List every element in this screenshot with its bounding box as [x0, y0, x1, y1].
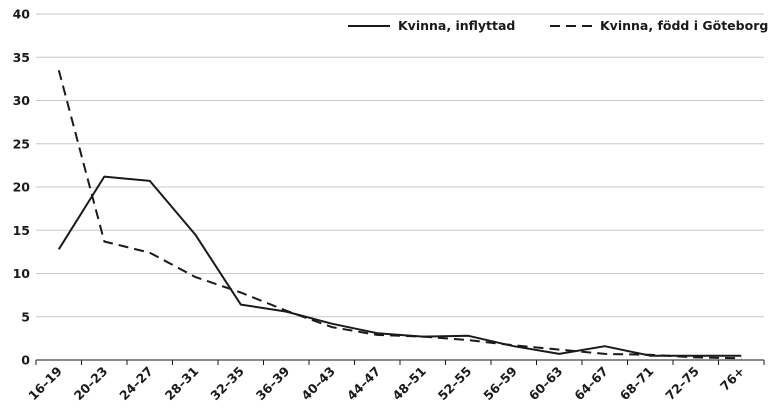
- x-tick-label: 64–67: [571, 364, 611, 404]
- x-tick-label: 40–43: [298, 364, 338, 404]
- legend-label: Kvinna, inflyttad: [398, 18, 515, 33]
- y-axis: 0 5 10 15 20 25 30 35 40: [13, 7, 31, 368]
- y-tick-label: 25: [13, 136, 30, 151]
- x-tick-label: 16–19: [25, 364, 65, 404]
- y-tick-label: 5: [21, 309, 30, 324]
- x-tick-label: 72–75: [662, 364, 702, 404]
- x-tick-label: 36–39: [253, 364, 293, 404]
- series-line-solid: [57, 175, 742, 357]
- x-tick-label: 52–55: [435, 364, 475, 404]
- series-lines: [57, 69, 742, 360]
- legend-label: Kvinna, född i Göteborg: [600, 18, 768, 33]
- y-tick-label: 0: [21, 353, 30, 368]
- x-tick-label: 48–51: [389, 364, 429, 404]
- y-tick-label: 40: [13, 7, 31, 22]
- x-tick-label: 24–27: [116, 364, 156, 404]
- y-tick-label: 10: [13, 266, 31, 281]
- x-tick-label: 68–71: [617, 364, 657, 404]
- y-tick-label: 30: [13, 93, 31, 108]
- grid: [36, 13, 764, 318]
- x-tick-label: 44–47: [344, 364, 384, 404]
- x-tick-label: 20–23: [71, 364, 111, 404]
- x-tick-label: 60–63: [526, 364, 566, 404]
- x-tick-label: 76+: [717, 364, 747, 394]
- x-tick-label: 28–31: [162, 364, 202, 404]
- legend: Kvinna, inflyttad Kvinna, född i Göteborg: [348, 18, 768, 33]
- x-axis: 16–19 20–23 24–27 28–31 32–35 36–39 40–43 44–47…: [25, 359, 765, 404]
- x-tick-label: 32–35: [207, 364, 247, 404]
- series-line-dashed: [57, 69, 742, 360]
- y-tick-label: 35: [13, 50, 30, 65]
- x-tick-label: 56–59: [480, 364, 520, 404]
- y-tick-label: 20: [13, 180, 31, 195]
- y-tick-label: 15: [13, 223, 30, 238]
